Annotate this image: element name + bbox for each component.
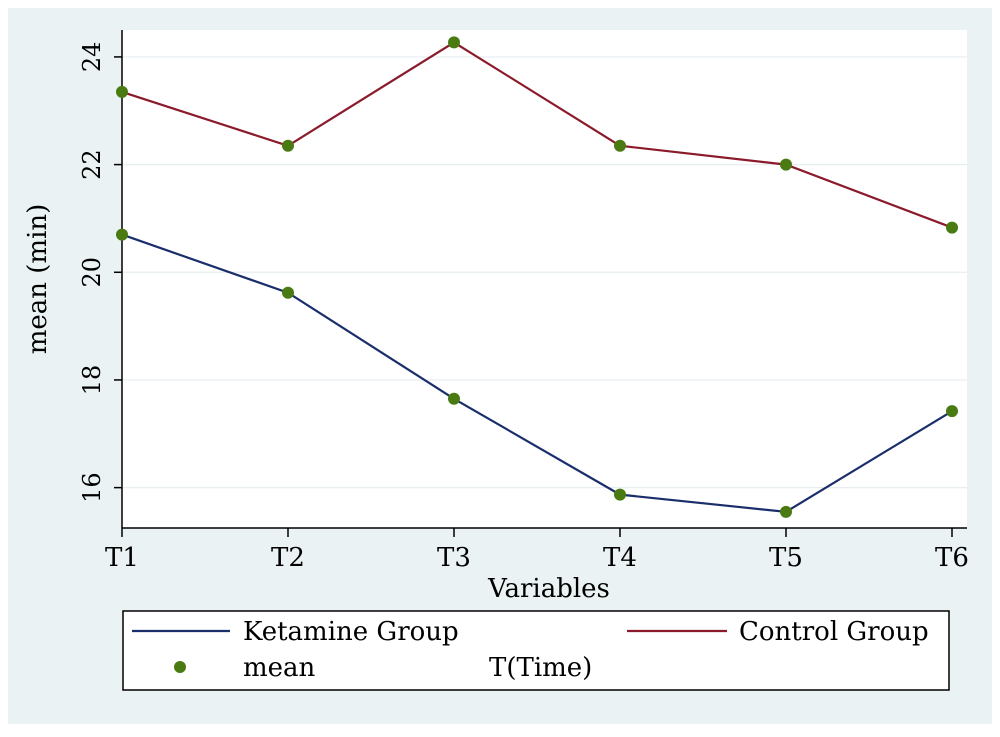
- x-tick-label: T3: [437, 543, 471, 573]
- mean-point: [448, 36, 460, 49]
- mean-point: [448, 392, 460, 405]
- mean-point: [282, 286, 294, 299]
- mean-point: [946, 221, 958, 234]
- x-tick-label: T4: [603, 543, 637, 573]
- y-tick-label: 18: [78, 365, 106, 396]
- x-axis-label: Variables: [487, 574, 610, 604]
- legend-box: [122, 610, 950, 691]
- mean-point: [780, 505, 792, 518]
- plot-area: [122, 30, 967, 528]
- mean-point: [116, 85, 128, 98]
- mean-point: [614, 139, 626, 152]
- x-axis-ticks: T1 T2 T3 T4 T5 T6: [105, 528, 969, 573]
- legend-time-label: T(Time): [489, 653, 592, 683]
- mean-point: [614, 488, 626, 501]
- series-line-control: [121, 41, 953, 229]
- series-line-ketamine: [121, 233, 953, 513]
- legend-ketamine-label: Ketamine Group: [243, 617, 459, 647]
- y-tick-label: 20: [78, 257, 106, 288]
- y-tick-label: 24: [78, 42, 106, 73]
- y-axis-ticks: 16 18 20 22 24: [78, 42, 122, 503]
- mean-point: [282, 139, 294, 152]
- x-tick-label: T6: [935, 543, 969, 573]
- x-tick-label: T1: [105, 543, 139, 573]
- legend-mean-marker: [174, 661, 186, 673]
- y-tick-label: 16: [78, 472, 106, 503]
- mean-point: [780, 158, 792, 171]
- series-lines: [121, 41, 953, 513]
- mean-point: [946, 405, 958, 418]
- x-tick-label: T5: [769, 543, 803, 573]
- y-axis-label: mean (min): [23, 204, 53, 355]
- legend-mean-label: mean: [243, 653, 316, 683]
- legend-control-label: Control Group: [739, 617, 929, 647]
- y-tick-label: 22: [78, 149, 106, 180]
- mean-markers: [116, 36, 958, 518]
- legend: Ketamine Group Control Group mean T(Time…: [122, 610, 950, 691]
- mean-point: [116, 228, 128, 241]
- x-tick-label: T2: [271, 543, 305, 573]
